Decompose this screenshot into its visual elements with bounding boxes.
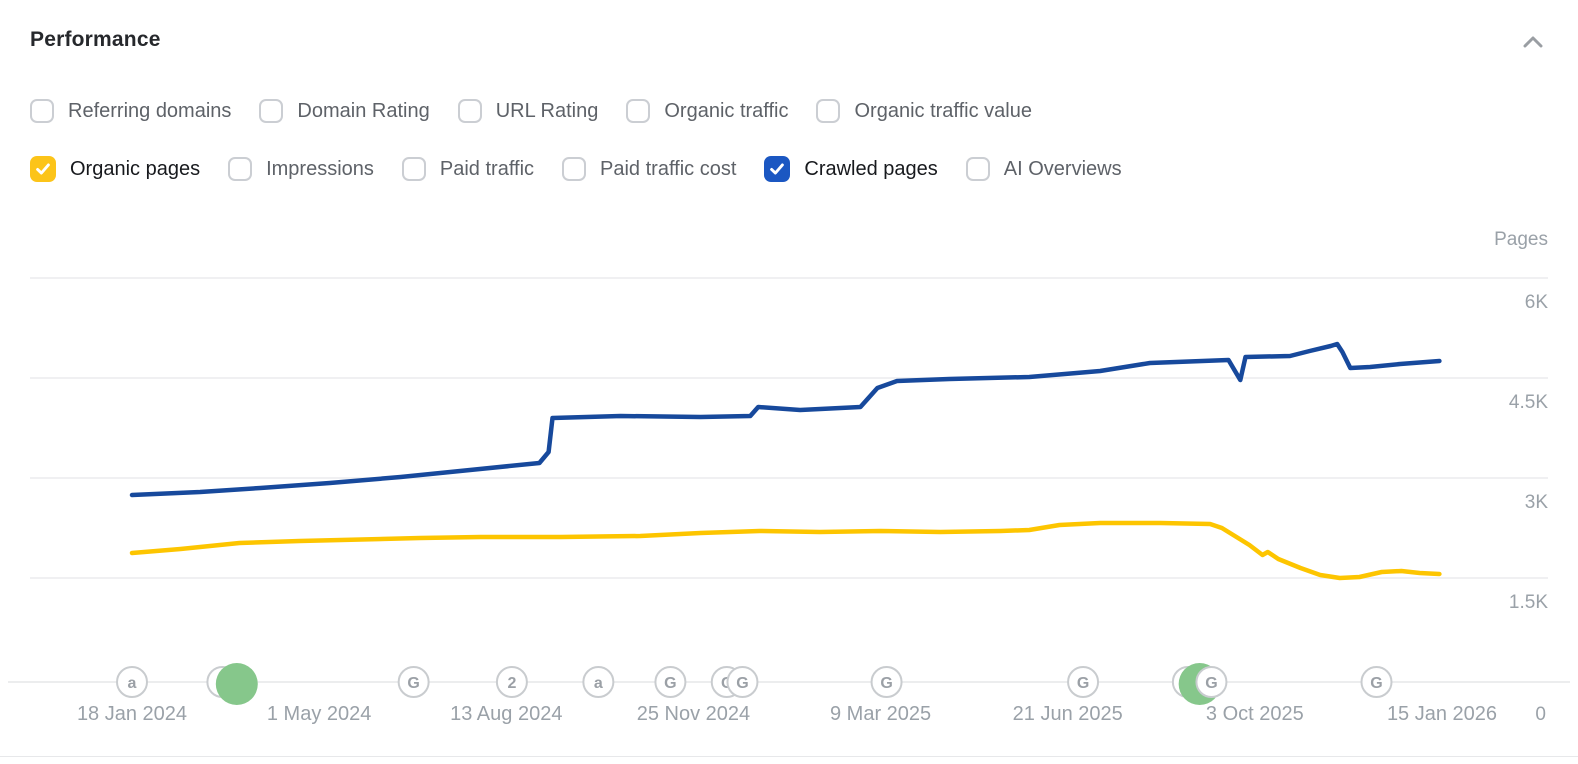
metric-checkbox-paid-traffic-cost[interactable]: Paid traffic cost bbox=[562, 157, 736, 181]
event-marker-glyph-a: a bbox=[128, 675, 137, 692]
event-marker-glyph-G: G bbox=[407, 675, 419, 692]
metric-checkbox-referring-domains[interactable]: Referring domains bbox=[30, 99, 231, 123]
checkbox-unchecked[interactable] bbox=[562, 157, 587, 181]
checkmark-icon bbox=[36, 163, 50, 175]
event-marker-circle[interactable] bbox=[582, 666, 615, 698]
checkmark-icon bbox=[770, 163, 785, 175]
metric-checkbox-organic-pages[interactable]: Organic pages bbox=[30, 156, 200, 182]
metric-label: AI Overviews bbox=[1003, 157, 1122, 180]
event-marker-circle[interactable] bbox=[397, 666, 430, 698]
metric-checkbox-impressions[interactable]: Impressions bbox=[228, 157, 374, 181]
event-marker-circle[interactable] bbox=[710, 666, 743, 698]
x-tick-label: 15 Jan 2026 bbox=[1387, 703, 1497, 725]
page-title: Performance bbox=[30, 28, 161, 51]
y-tick-label: 6K bbox=[1525, 292, 1549, 313]
x-tick-label: 3 Oct 2025 bbox=[1206, 703, 1304, 725]
event-marker-circle[interactable] bbox=[870, 666, 903, 698]
metric-toggle-rows: Referring domains Domain Rating URL Rating… bbox=[30, 96, 1558, 212]
metric-label: URL Rating bbox=[495, 99, 599, 122]
metric-checkbox-url-rating[interactable]: URL Rating bbox=[457, 99, 599, 123]
event-marker-green[interactable] bbox=[1178, 663, 1221, 705]
metric-label: Paid traffic bbox=[439, 157, 535, 180]
event-marker-circle[interactable] bbox=[1360, 666, 1393, 698]
event-marker-glyph-2: 2 bbox=[218, 675, 227, 692]
event-marker-glyph-G: G bbox=[880, 675, 892, 692]
event-marker-glyph-G: G bbox=[1182, 675, 1194, 692]
y-axis-unit-label: Pages bbox=[1494, 229, 1548, 250]
checkbox-unchecked[interactable] bbox=[30, 99, 54, 123]
metric-toggle-row-1: Referring domains Domain Rating URL Rating… bbox=[30, 96, 1558, 126]
x-tick-label: 25 Nov 2024 bbox=[637, 703, 750, 725]
metric-checkbox-crawled-pages[interactable]: Crawled pages bbox=[764, 156, 938, 182]
series-line-organic-pages bbox=[129, 520, 1442, 581]
metric-label: Referring domains bbox=[68, 99, 232, 122]
metric-label: Domain Rating bbox=[297, 99, 430, 122]
series-line-crawled-pages bbox=[129, 341, 1442, 498]
metric-label: Crawled pages bbox=[804, 157, 938, 180]
metric-label: Organic traffic value bbox=[854, 99, 1032, 122]
checkbox-checked[interactable] bbox=[30, 156, 56, 182]
checkbox-unchecked[interactable] bbox=[965, 157, 990, 181]
metric-toggle-row-2: Organic pages Impressions Paid traffic Paid… bbox=[30, 154, 1558, 184]
x-tick-label: 1 May 2024 bbox=[267, 703, 372, 725]
event-marker-glyph-2: 2 bbox=[507, 675, 516, 692]
event-marker-circle[interactable] bbox=[726, 666, 759, 698]
event-marker-circle[interactable] bbox=[495, 666, 528, 698]
y-tick-label: 4.5K bbox=[1509, 392, 1548, 413]
event-marker-circle[interactable] bbox=[1067, 666, 1100, 698]
checkbox-unchecked[interactable] bbox=[401, 157, 426, 181]
event-marker-glyph-G: G bbox=[1370, 675, 1382, 692]
event-marker-glyph-a: a bbox=[594, 675, 603, 692]
x-tick-label: 13 Aug 2024 bbox=[450, 703, 562, 725]
checkbox-unchecked[interactable] bbox=[626, 99, 651, 123]
collapse-panel-button[interactable] bbox=[1518, 30, 1548, 57]
panel-header: Performance bbox=[30, 28, 1548, 57]
event-marker-glyph-C: C bbox=[721, 675, 733, 692]
metric-checkbox-organic-traffic-value[interactable]: Organic traffic value bbox=[816, 99, 1032, 123]
y-tick-label: 1.5K bbox=[1509, 592, 1548, 613]
event-marker-glyph-G: G bbox=[1077, 675, 1089, 692]
x-tick-label: 9 Mar 2025 bbox=[830, 703, 931, 725]
metric-label: Organic traffic bbox=[664, 99, 789, 122]
event-marker-glyph-G: G bbox=[664, 675, 676, 692]
event-marker-glyph-G: G bbox=[736, 675, 748, 692]
event-marker-circle[interactable] bbox=[116, 666, 148, 698]
event-marker-circle[interactable] bbox=[1195, 666, 1228, 698]
metric-checkbox-paid-traffic[interactable]: Paid traffic bbox=[401, 157, 535, 181]
event-marker-circle[interactable] bbox=[206, 666, 239, 698]
metric-label: Impressions bbox=[266, 157, 374, 180]
event-marker-green[interactable] bbox=[215, 663, 258, 705]
event-marker-glyph-G: G bbox=[1205, 675, 1217, 692]
checkbox-unchecked[interactable] bbox=[228, 157, 253, 181]
checkbox-unchecked[interactable] bbox=[259, 99, 284, 123]
panel-bottom-divider bbox=[0, 756, 1578, 757]
y-tick-label-zero: 0 bbox=[1535, 704, 1546, 725]
x-tick-label: 21 Jun 2025 bbox=[1013, 703, 1123, 725]
checkbox-checked[interactable] bbox=[764, 156, 791, 182]
event-marker-circle[interactable] bbox=[1171, 666, 1204, 698]
metric-checkbox-domain-rating[interactable]: Domain Rating bbox=[259, 99, 430, 123]
metric-label: Organic pages bbox=[70, 157, 201, 180]
checkbox-unchecked[interactable] bbox=[457, 99, 482, 123]
metric-checkbox-organic-traffic[interactable]: Organic traffic bbox=[626, 99, 788, 123]
metric-label: Paid traffic cost bbox=[600, 157, 737, 180]
chevron-up-icon bbox=[1520, 36, 1546, 55]
y-tick-label: 3K bbox=[1525, 492, 1549, 513]
x-tick-label: 18 Jan 2024 bbox=[77, 703, 187, 725]
checkbox-unchecked[interactable] bbox=[816, 99, 841, 123]
event-marker-circle[interactable] bbox=[654, 666, 687, 698]
metric-checkbox-ai-overviews[interactable]: AI Overviews bbox=[965, 157, 1122, 181]
